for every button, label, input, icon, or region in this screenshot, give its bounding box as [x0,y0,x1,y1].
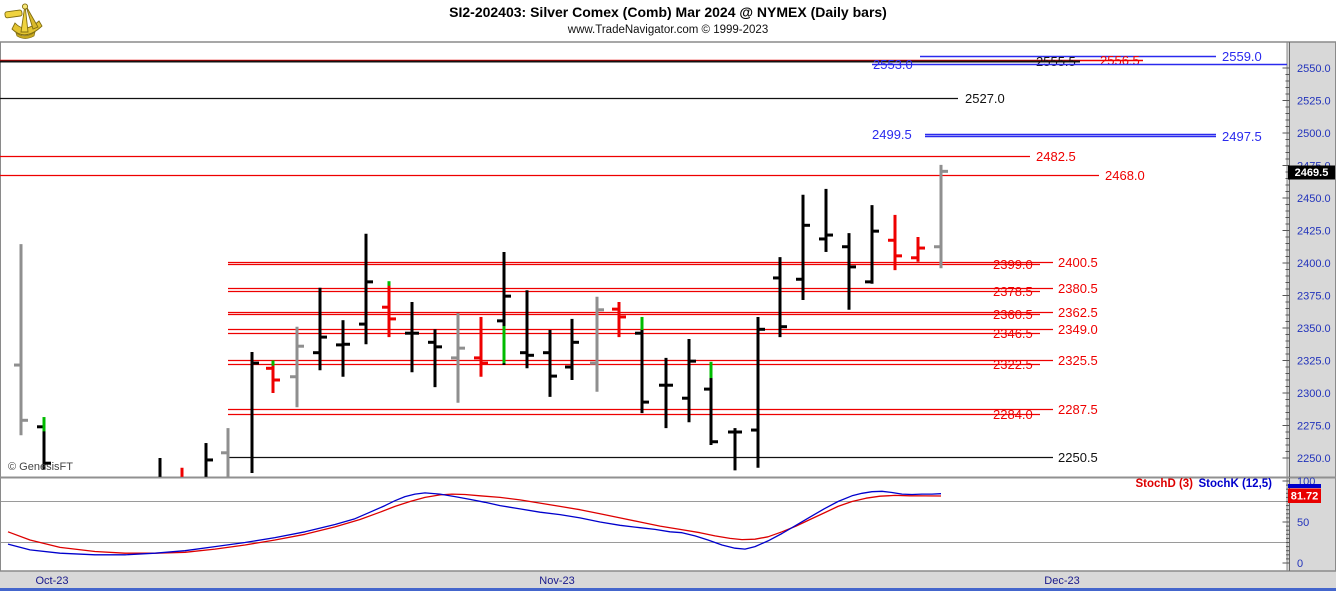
ohlc-bar [565,318,579,380]
ohlc-bar [313,287,327,371]
date-label-dec[interactable]: Dec-23 [1044,575,1079,587]
level-label: 2399.0 [993,257,1033,272]
ohlc-bar [359,233,373,345]
ohlc-bar [428,329,442,388]
legend-stochd[interactable]: StochD (3) [1136,478,1194,490]
ohlc-bar [704,361,718,445]
price-axis-label: 2325.0 [1297,356,1331,368]
price-axis-label: 2250.0 [1297,453,1331,465]
date-axis-strip[interactable] [0,571,1336,588]
ohlc-bar [751,316,765,468]
header-background [0,0,1336,42]
level-label: 2346.5 [993,326,1033,341]
ohlc-bar [14,244,28,436]
level-label: 2380.5 [1058,281,1098,296]
stochd-badge: 81.72 [1288,488,1321,503]
level-label: 2250.5 [1058,450,1098,465]
ohlc-bar [543,329,557,397]
level-label: 2553.0 [873,57,913,72]
level-label: 2400.5 [1058,255,1098,270]
stoch-lines [7,490,942,556]
ohlc-bar [474,316,488,377]
level-label: 2555.5 [1036,54,1076,69]
ohlc-bar [382,281,396,338]
level-label: 2284.0 [993,407,1033,422]
ohlc-bar [659,357,673,429]
ohlc-bar [819,188,833,252]
level-label: 2499.5 [872,127,912,142]
price-axis-label: 2500.0 [1297,128,1331,140]
level-label: 2468.0 [1105,168,1145,183]
ohlc-bar [520,290,534,369]
stochd-value: 81.72 [1291,491,1319,503]
price-axis-label: 2300.0 [1297,388,1331,400]
ohlc-bar [635,316,649,414]
price-axis-label: 2350.0 [1297,323,1331,335]
ohlc-bar [911,237,925,262]
ohlc-bar [773,257,787,338]
ohlc-bar [37,417,51,470]
ohlc-bar [405,302,419,373]
level-label: 2378.5 [993,284,1033,299]
price-axis-label: 2375.0 [1297,291,1331,303]
level-label: 2360.5 [993,307,1033,322]
price-axis-label: 2275.0 [1297,421,1331,433]
ohlc-bar [682,339,696,423]
level-label: 2527.0 [965,91,1005,106]
level-label: 2287.5 [1058,402,1098,417]
ohlc-bar [250,352,259,473]
chart-title: SI2-202403: Silver Comex (Comb) Mar 2024… [449,4,887,20]
stochk-badge [1288,484,1321,488]
stoch-line-stochk [7,490,942,556]
ohlc-bar [590,296,604,392]
chart-subtitle: www.TradeNavigator.com © 1999-2023 [567,24,768,36]
ohlc-bar [865,205,879,284]
ohlc-bar [728,428,742,471]
last-price-badge: 2469.5 [1288,165,1335,180]
ohlc-bar [497,251,511,366]
sextant-logo-icon [4,3,43,39]
date-label-nov[interactable]: Nov-23 [539,575,574,587]
ohlc-bar [290,326,304,408]
level-label: 2482.5 [1036,149,1076,164]
level-label: 2559.0 [1222,49,1262,64]
ohlc-bar [266,360,280,393]
ohlc-bar [204,443,213,477]
level-label: 2556.5 [1100,53,1140,68]
ohlc-bar [842,233,856,310]
price-axis-label: 2550.0 [1297,63,1331,75]
price-axis-label: 2400.0 [1297,258,1331,270]
date-label-oct[interactable]: Oct-23 [35,575,68,587]
legend-stochk[interactable]: StochK (12,5) [1199,478,1273,490]
genesisft-watermark: © GenesisFT [8,461,73,473]
price-axis-label: 2425.0 [1297,226,1331,238]
level-label: 2362.5 [1058,305,1098,320]
bottom-accent-bar [0,588,1336,591]
stoch-axis-label: 50 [1297,517,1309,529]
ohlc-bar [612,302,626,338]
ohlc-bar [888,214,902,271]
stoch-line-stochd [7,493,942,554]
level-label: 2497.5 [1222,129,1262,144]
ohlc-bar [336,320,350,377]
price-axis-label: 2450.0 [1297,193,1331,205]
level-label: 2349.0 [1058,322,1098,337]
ohlc-bar [221,428,230,477]
price-axis-label: 2525.0 [1297,96,1331,108]
stoch-axis-label: 0 [1297,558,1303,570]
ohlc-bar [796,194,810,301]
ohlc-bars [14,164,948,477]
ohlc-bar [451,313,465,403]
ohlc-bar [934,164,948,269]
level-label: 2325.5 [1058,353,1098,368]
price-axis-strip[interactable] [1287,42,1336,571]
price-axis: 2250.0 2275.0 2300.0 2325.0 2350.0 2375.0 2400… [1282,42,1331,477]
level-label: 2322.5 [993,357,1033,372]
last-price-value: 2469.5 [1295,167,1329,179]
stoch-gridlines [1,501,1287,543]
